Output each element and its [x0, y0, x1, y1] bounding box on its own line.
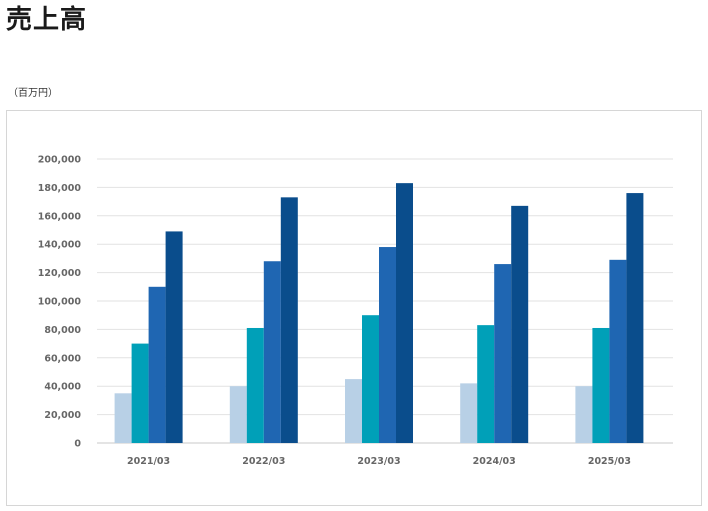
- bars: [114, 183, 644, 443]
- bar-2025-03-series-4: [626, 193, 644, 443]
- bar-2024-03-series-1: [460, 383, 478, 443]
- y-tick-label: 80,000: [44, 325, 81, 336]
- bar-2023-03-series-3: [379, 247, 396, 443]
- y-tick-label: 60,000: [44, 353, 81, 364]
- bar-chart: 0 20,000 40,000 60,000 80,000 100,000 120,000 1…: [38, 155, 673, 467]
- bar-2022-03-series-1: [229, 386, 247, 443]
- bar-2022-03-series-3: [263, 261, 281, 443]
- bar-2024-03-series-3: [494, 264, 512, 443]
- bar-2022-03-series-4: [280, 197, 298, 443]
- y-tick-label: 20,000: [44, 410, 81, 421]
- x-axis-ticks: 2021/03 2022/03 2023/03 2024/03 2025/03: [127, 456, 631, 467]
- bar-2021-03-series-3: [148, 286, 166, 443]
- bar-2025-03-series-1: [575, 386, 593, 443]
- y-axis-ticks: 0 20,000 40,000 60,000 80,000 100,000 120,000 1…: [38, 155, 82, 450]
- bar-2023-03-series-4: [396, 183, 413, 443]
- x-tick-label: 2024/03: [473, 456, 516, 467]
- bar-2021-03-series-2: [131, 343, 149, 443]
- bar-2022-03-series-2: [246, 327, 264, 443]
- x-tick-label: 2023/03: [357, 456, 400, 467]
- x-tick-label: 2022/03: [242, 456, 285, 467]
- y-tick-label: 200,000: [38, 155, 82, 166]
- x-tick-label: 2025/03: [588, 456, 631, 467]
- y-tick-label: 180,000: [38, 183, 82, 194]
- y-tick-label: 40,000: [44, 382, 81, 393]
- y-tick-label: 140,000: [38, 240, 82, 251]
- y-tick-label: 120,000: [38, 268, 82, 279]
- x-tick-label: 2021/03: [127, 456, 170, 467]
- unit-note: （百万円）: [8, 88, 58, 99]
- y-tick-label: 0: [74, 439, 81, 450]
- bar-2025-03-series-2: [592, 327, 610, 443]
- bar-2021-03-series-4: [165, 231, 183, 443]
- page-title: 売上高: [6, 5, 88, 35]
- y-tick-label: 160,000: [38, 211, 82, 222]
- bar-2025-03-series-3: [609, 259, 627, 443]
- y-tick-label: 100,000: [38, 297, 82, 308]
- bar-2024-03-series-4: [511, 205, 529, 443]
- bar-2023-03-series-1: [345, 379, 362, 443]
- bar-2024-03-series-2: [477, 325, 495, 443]
- bar-2021-03-series-1: [114, 393, 132, 443]
- chart-frame: 0 20,000 40,000 60,000 80,000 100,000 120,000 1…: [6, 110, 702, 506]
- bar-2023-03-series-2: [362, 315, 379, 443]
